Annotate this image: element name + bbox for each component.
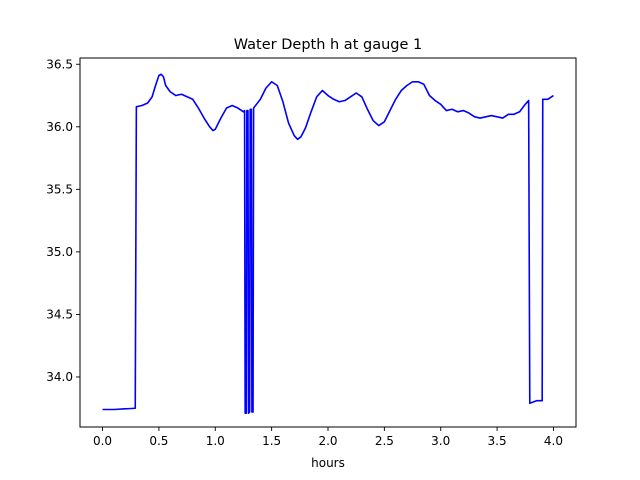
x-tick-label: 3.5 [488,434,507,448]
chart-title: Water Depth h at gauge 1 [234,37,422,53]
x-tick-label: 0.0 [93,434,112,448]
y-tick-label: 36.0 [46,120,73,134]
x-tick-label: 1.5 [262,434,281,448]
y-axis-ticks: 34.0 34.5 35.0 35.5 36.0 36.5 [46,57,80,384]
x-axis-ticks: 0.0 0.5 1.0 1.5 2.0 2.5 3.0 3.5 4.0 [93,427,563,448]
y-tick-label: 34.5 [46,307,73,321]
x-tick-label: 3.0 [431,434,450,448]
y-tick-label: 35.5 [46,182,73,196]
x-tick-label: 2.0 [318,434,337,448]
x-tick-label: 2.5 [375,434,394,448]
x-axis-title: hours [311,456,345,470]
plot-marks [102,73,554,415]
x-tick-label: 4.0 [544,434,563,448]
series-line-1 [102,73,554,415]
x-tick-label: 0.5 [149,434,168,448]
y-tick-label: 36.5 [46,57,73,71]
plot-frame [79,57,577,428]
y-tick-label: 35.0 [46,245,73,259]
y-tick-label: 34.0 [46,370,73,384]
x-tick-label: 1.0 [206,434,225,448]
